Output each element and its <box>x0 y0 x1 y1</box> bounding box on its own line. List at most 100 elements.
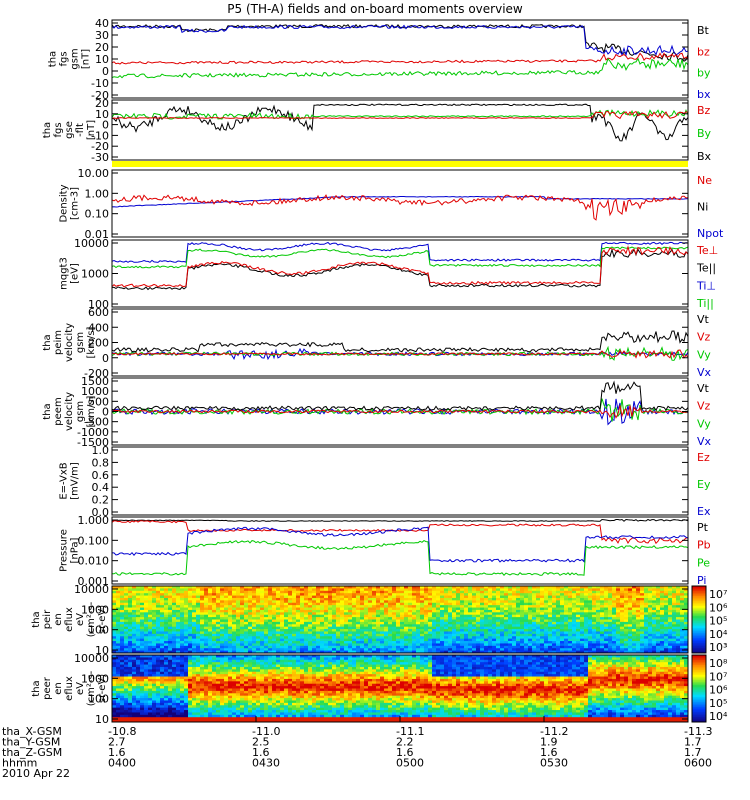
spectrogram-cell <box>336 648 341 651</box>
spectrogram-cell <box>320 600 325 604</box>
spectrogram-cell <box>564 643 569 647</box>
spectrogram-cell <box>384 586 389 589</box>
spectrogram-cell <box>160 678 165 682</box>
spectrogram-cell <box>272 641 277 644</box>
spectrogram-cell <box>416 648 421 651</box>
spectrogram-cell <box>188 688 193 692</box>
spectrogram-cell <box>608 638 613 642</box>
spectrogram-cell <box>400 590 405 594</box>
spectrogram-cell <box>116 717 121 720</box>
spectrogram-cell <box>464 633 469 637</box>
spectrogram-cell <box>620 588 625 592</box>
spectrogram-cell <box>616 593 621 596</box>
spectrogram-cell <box>432 586 437 589</box>
spectrogram-cell <box>248 600 253 604</box>
spectrogram-cell <box>444 597 449 601</box>
spectrogram-cell <box>532 602 537 606</box>
spectrogram-cell <box>132 688 137 692</box>
spectrogram-cell <box>552 624 557 628</box>
spectrogram-cell <box>144 655 149 658</box>
spectrogram-cell <box>224 648 229 651</box>
spectrogram-cell <box>168 695 173 699</box>
spectrogram-cell <box>368 612 373 616</box>
spectrogram-cell <box>372 614 377 618</box>
spectrogram-cell <box>356 624 361 628</box>
spectrogram-cell <box>124 602 129 606</box>
spectrogram-cell <box>316 621 321 625</box>
spectrogram-cell <box>124 607 129 611</box>
spectrogram-cell <box>392 607 397 611</box>
spectrogram-cell <box>128 643 133 647</box>
spectrogram-cell <box>292 588 297 592</box>
spectrogram-cell <box>664 621 669 625</box>
spectrogram-cell <box>196 714 201 718</box>
spectrogram-cell <box>168 693 173 697</box>
spectrogram-cell <box>228 588 233 592</box>
spectrogram-cell <box>264 624 269 628</box>
spectrogram-cell <box>116 588 121 592</box>
spectrogram-cell <box>636 643 641 647</box>
spectrogram-cell <box>416 602 421 606</box>
spectrogram-cell <box>180 674 185 677</box>
spectrogram-cell <box>384 621 389 625</box>
spectrogram-cell <box>592 645 597 649</box>
spectrogram-cell <box>644 638 649 642</box>
spectrogram-cell <box>184 686 189 689</box>
spectrogram-cell <box>572 645 577 649</box>
spectrogram-cell <box>160 609 165 613</box>
spectrogram-cell <box>448 626 453 630</box>
spectrogram-cell <box>268 605 273 608</box>
spectrogram-cell <box>160 626 165 630</box>
spectrogram-cell <box>236 609 241 613</box>
spectrogram-cell <box>632 626 637 630</box>
spectrogram-cell <box>248 633 253 637</box>
spectrogram-cell <box>188 621 193 625</box>
spectrogram-cell <box>360 612 365 616</box>
spectrogram-cell <box>208 686 213 689</box>
spectrogram-cell <box>492 593 497 596</box>
spectrogram-cell <box>488 645 493 649</box>
spectrogram-cell <box>180 612 185 616</box>
spectrogram-cell <box>192 648 197 651</box>
spectrogram-cell <box>668 609 673 613</box>
spectrogram-cell <box>288 607 293 611</box>
spectrogram-cell <box>180 705 185 709</box>
spectrogram-cell <box>392 633 397 637</box>
spectrogram-cell <box>368 648 373 651</box>
spectrogram-cell <box>600 593 605 596</box>
spectrogram-cell <box>176 693 181 697</box>
spectrogram-cell <box>660 600 665 604</box>
spectrogram-cell <box>436 633 441 637</box>
spectrogram-cell <box>192 643 197 647</box>
spectrogram-cell <box>480 650 485 654</box>
spectrogram-cell <box>332 641 337 644</box>
spectrogram-cell <box>568 590 573 594</box>
spectrogram-cell <box>116 662 121 665</box>
spectrogram-cell <box>236 586 241 589</box>
spectrogram-cell <box>200 681 205 685</box>
spectrogram-cell <box>456 636 461 640</box>
spectrogram-cell <box>112 609 117 613</box>
spectrogram-cell <box>156 590 161 594</box>
spectrogram-cell <box>568 631 573 635</box>
spectrogram-cell <box>116 633 121 637</box>
spectrogram-cell <box>148 590 153 594</box>
spectrogram-cell <box>288 624 293 628</box>
spectrogram-cell <box>196 681 201 685</box>
spectrogram-cell <box>424 629 429 632</box>
spectrogram-cell <box>292 624 297 628</box>
spectrogram-cell <box>656 633 661 637</box>
spectrogram-cell <box>340 593 345 596</box>
spectrogram-cell <box>160 719 165 723</box>
spectrogram-cell <box>280 595 285 599</box>
spectrogram-cell <box>212 605 217 608</box>
spectrogram-cell <box>156 674 161 677</box>
spectrogram-cell <box>192 595 197 599</box>
spectrogram-cell <box>412 617 417 620</box>
spectrogram-cell <box>128 712 133 716</box>
spectrogram-cell <box>220 636 225 640</box>
spectrogram-cell <box>340 645 345 649</box>
spectrogram-cell <box>508 617 513 620</box>
spectrogram-cell <box>572 612 577 616</box>
spectrogram-cell <box>312 595 317 599</box>
